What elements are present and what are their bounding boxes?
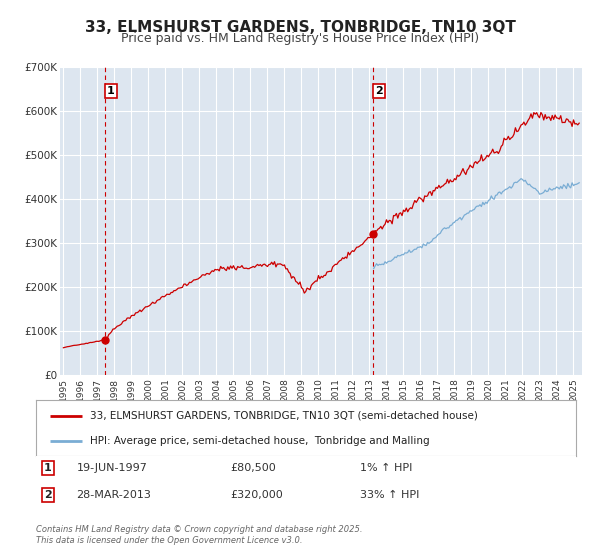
Text: 28-MAR-2013: 28-MAR-2013 — [77, 490, 151, 500]
Text: 33, ELMSHURST GARDENS, TONBRIDGE, TN10 3QT (semi-detached house): 33, ELMSHURST GARDENS, TONBRIDGE, TN10 3… — [90, 410, 478, 421]
Text: 1: 1 — [44, 463, 52, 473]
Text: £320,000: £320,000 — [230, 490, 283, 500]
Text: 2: 2 — [375, 86, 383, 96]
Text: 33% ↑ HPI: 33% ↑ HPI — [360, 490, 419, 500]
Text: HPI: Average price, semi-detached house,  Tonbridge and Malling: HPI: Average price, semi-detached house,… — [90, 436, 430, 446]
Text: 1: 1 — [107, 86, 115, 96]
Text: £80,500: £80,500 — [230, 463, 276, 473]
Text: Price paid vs. HM Land Registry's House Price Index (HPI): Price paid vs. HM Land Registry's House … — [121, 32, 479, 45]
Text: 19-JUN-1997: 19-JUN-1997 — [77, 463, 148, 473]
Text: 1% ↑ HPI: 1% ↑ HPI — [360, 463, 412, 473]
Text: Contains HM Land Registry data © Crown copyright and database right 2025.
This d: Contains HM Land Registry data © Crown c… — [36, 525, 362, 545]
Text: 33, ELMSHURST GARDENS, TONBRIDGE, TN10 3QT: 33, ELMSHURST GARDENS, TONBRIDGE, TN10 3… — [85, 20, 515, 35]
Text: 2: 2 — [44, 490, 52, 500]
